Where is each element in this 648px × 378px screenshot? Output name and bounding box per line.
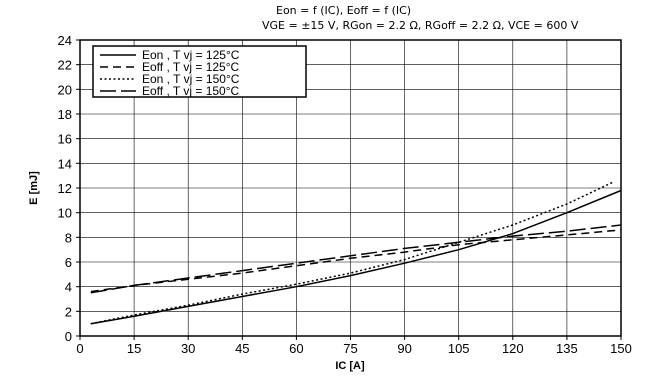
y-tick-label: 6 xyxy=(65,255,72,270)
y-tick-label: 24 xyxy=(58,33,72,48)
x-axis-label: IC [A] xyxy=(335,360,365,372)
legend-label-1: Eon , T vj = 125°C xyxy=(142,48,240,62)
y-tick-label: 10 xyxy=(58,206,72,221)
x-tick-label: 60 xyxy=(289,341,303,356)
series-line-1 xyxy=(90,189,622,325)
x-tick-label: 45 xyxy=(235,341,249,356)
series-line-3 xyxy=(90,181,615,325)
x-axis: 0 15 30 45 60 75 90 105 120 135 150 xyxy=(76,336,632,356)
y-tick-label: 16 xyxy=(58,132,72,147)
x-tick-label: 105 xyxy=(448,341,470,356)
legend-label-4: Eoff , T vj = 150°C xyxy=(142,84,240,98)
chart-title-line-2: VGE = ±15 V, RGon = 2.2 Ω, RGoff = 2.2 Ω… xyxy=(262,19,579,32)
y-tick-label: 0 xyxy=(65,329,72,344)
series-layer xyxy=(90,181,622,325)
x-tick-label: 120 xyxy=(502,341,524,356)
x-tick-label: 75 xyxy=(343,341,357,356)
y-tick-label: 8 xyxy=(65,230,72,245)
y-tick-label: 14 xyxy=(58,156,72,171)
y-tick-label: 20 xyxy=(58,82,72,97)
y-tick-label: 2 xyxy=(65,304,72,319)
legend-label-3: Eon , T vj = 150°C xyxy=(142,72,240,86)
x-tick-label: 30 xyxy=(181,341,195,356)
y-tick-label: 12 xyxy=(58,181,72,196)
x-tick-label: 15 xyxy=(127,341,141,356)
legend-label-2: Eoff , T vj = 125°C xyxy=(142,60,240,74)
x-tick-label: 135 xyxy=(556,341,578,356)
series-line-4 xyxy=(90,224,622,294)
x-tick-label: 150 xyxy=(610,341,632,356)
x-tick-label: 0 xyxy=(76,341,83,356)
chart-title: Eon = f (IC), Eoff = f (IC) VGE = ±15 V,… xyxy=(262,4,579,32)
y-tick-label: 22 xyxy=(58,58,72,73)
y-tick-label: 4 xyxy=(65,280,72,295)
y-axis-label: E [mJ] xyxy=(28,171,40,205)
x-tick-label: 90 xyxy=(397,341,411,356)
series-line-2 xyxy=(90,229,622,293)
chart-title-line-1: Eon = f (IC), Eoff = f (IC) xyxy=(276,4,411,17)
y-tick-label: 18 xyxy=(58,107,72,122)
